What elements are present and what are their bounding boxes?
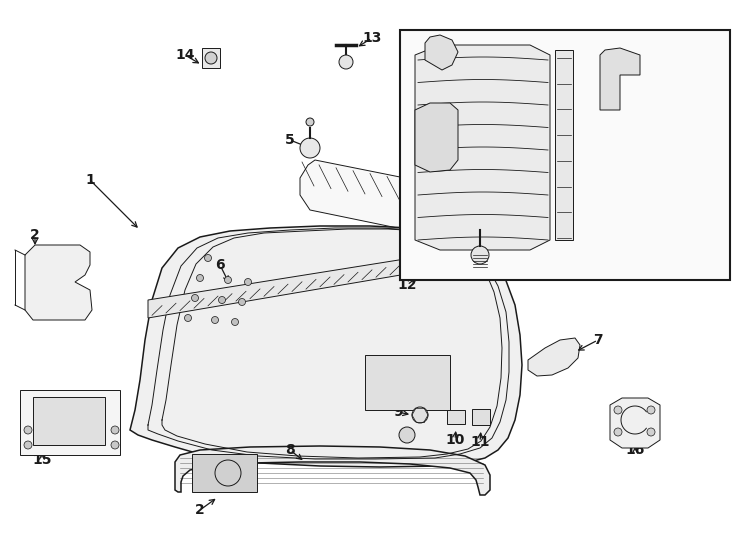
Bar (472, 409, 490, 425)
Circle shape (339, 55, 353, 69)
Text: 10: 10 (446, 433, 465, 447)
Polygon shape (25, 245, 92, 320)
Text: 11: 11 (470, 435, 490, 449)
Circle shape (614, 428, 622, 436)
Text: 9: 9 (393, 405, 403, 419)
Circle shape (239, 299, 245, 306)
Polygon shape (175, 446, 490, 495)
Polygon shape (610, 398, 660, 448)
Circle shape (111, 426, 119, 434)
Text: 16: 16 (625, 443, 644, 457)
Bar (192, 454, 257, 492)
Circle shape (111, 441, 119, 449)
Circle shape (244, 279, 252, 286)
Polygon shape (130, 226, 522, 467)
Circle shape (306, 118, 314, 126)
Circle shape (192, 294, 198, 301)
Circle shape (205, 254, 211, 261)
Polygon shape (148, 255, 430, 318)
Polygon shape (415, 45, 550, 250)
Text: 6: 6 (215, 258, 225, 272)
Bar (400, 30, 730, 280)
Text: 2: 2 (30, 228, 40, 242)
Circle shape (24, 426, 32, 434)
Text: 13: 13 (363, 31, 382, 45)
Text: 14: 14 (175, 48, 195, 62)
Circle shape (412, 407, 428, 423)
Text: 1: 1 (85, 173, 95, 187)
Bar (33, 397, 105, 445)
Circle shape (184, 314, 192, 321)
Polygon shape (528, 338, 580, 376)
Circle shape (647, 428, 655, 436)
Bar (365, 355, 450, 410)
Polygon shape (600, 48, 640, 110)
Circle shape (225, 276, 231, 284)
Bar (202, 48, 220, 68)
Circle shape (219, 296, 225, 303)
Bar (447, 410, 465, 424)
Circle shape (647, 406, 655, 414)
Circle shape (300, 138, 320, 158)
Text: 3: 3 (463, 173, 473, 187)
Circle shape (205, 52, 217, 64)
Circle shape (231, 319, 239, 326)
Polygon shape (415, 103, 458, 172)
Circle shape (211, 316, 219, 323)
Polygon shape (300, 160, 510, 248)
Bar (555, 50, 573, 240)
Text: 8: 8 (285, 443, 295, 457)
Circle shape (197, 274, 203, 281)
Text: 4: 4 (485, 255, 495, 269)
Circle shape (471, 246, 489, 264)
Circle shape (24, 441, 32, 449)
Text: 15: 15 (32, 453, 52, 467)
Circle shape (399, 427, 415, 443)
Polygon shape (425, 35, 458, 70)
Text: 5: 5 (285, 133, 295, 147)
Text: 7: 7 (593, 333, 603, 347)
Text: 2: 2 (195, 503, 205, 517)
Circle shape (614, 406, 622, 414)
Text: 12: 12 (397, 278, 417, 292)
Bar (20, 390, 120, 455)
